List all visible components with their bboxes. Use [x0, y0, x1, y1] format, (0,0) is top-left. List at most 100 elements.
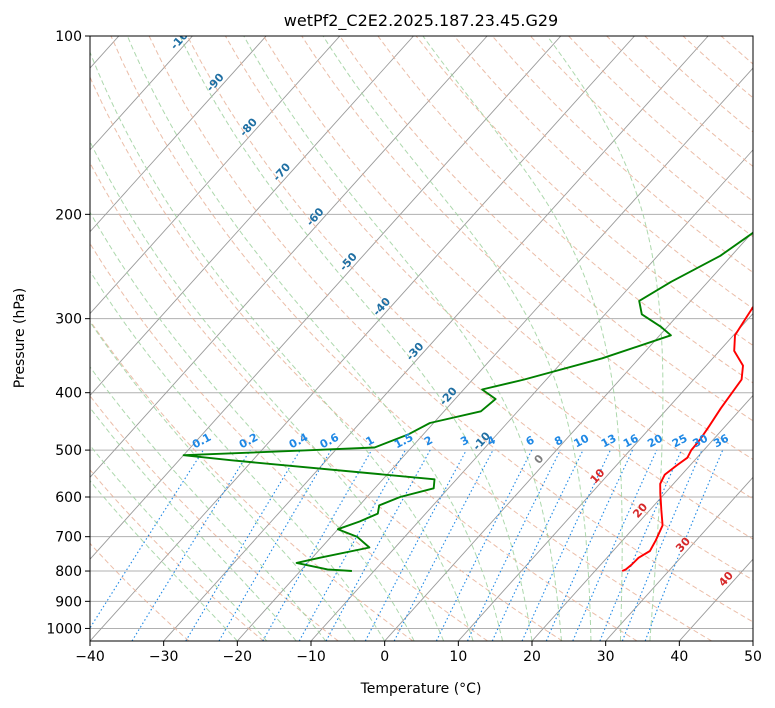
y-tick-label: 800: [55, 564, 82, 580]
y-tick-label: 900: [55, 594, 82, 610]
isotherm-line: [236, 67, 753, 641]
x-tick-label: 10: [449, 649, 467, 665]
x-tick-label: 20: [523, 649, 541, 665]
dry-adiabat: [90, 395, 339, 641]
plot-area: 0.1 0.2 0.4 0.6 1 1.5 2 3 4 6 8 10 13 16 20 25 30 36-100-…: [90, 36, 775, 641]
dry-adiabat: [682, 36, 753, 99]
y-tick-label: 1000: [46, 621, 82, 637]
isotherm-label-warm: 20: [630, 500, 650, 520]
dry-adiabat: [759, 36, 775, 641]
y-axis: 1000 900 800 700 600 500 400 300 200 100: [46, 29, 90, 637]
dry-adiabat: [453, 36, 753, 310]
mixing-ratio-label: 6: [524, 433, 537, 448]
isotherm-label: -20: [437, 384, 460, 408]
dry-adiabat: [339, 36, 753, 422]
dry-adiabat: [90, 469, 264, 641]
moist-adiabat: [90, 140, 445, 641]
mixing-ratio-label: 25: [670, 432, 690, 451]
isotherm-label-zero: 0: [532, 452, 547, 467]
mixing-ratio-line: [131, 449, 251, 641]
y-tick-label: 400: [55, 386, 82, 402]
moist-adiabat: [322, 36, 592, 641]
mixing-ratio-label: 0.1: [190, 431, 213, 452]
mixing-ratio-line: [298, 449, 406, 641]
moist-adiabat: [90, 480, 238, 641]
mixing-ratio-line: [364, 449, 467, 641]
moist-adiabat: [90, 50, 474, 641]
dry-adiabat: [263, 36, 753, 500]
mixing-ratio-line: [325, 449, 431, 641]
moist-adiabat: [90, 321, 356, 641]
x-tick-label: 30: [597, 649, 615, 665]
dry-adiabat: [148, 36, 753, 623]
mixing-ratio-label: 1: [364, 433, 377, 448]
chart-title: wetPf2_C2E2.2025.187.23.45.G29: [284, 11, 558, 31]
mixing-ratio-line: [621, 449, 703, 641]
isotherm-line: [90, 36, 414, 397]
isotherm-line: [90, 36, 267, 233]
moist-adiabat: [126, 36, 503, 641]
mixing-ratio-line: [572, 449, 658, 641]
x-tick-label: −20: [223, 649, 253, 665]
isotherm-line: [90, 36, 488, 478]
isotherm-line: [90, 36, 635, 641]
moist-adiabat: [90, 444, 268, 641]
isotherm-label-warm: 10: [588, 466, 608, 486]
x-axis: −40 −30 −20 −10 0 10 20 30 40 50: [75, 641, 762, 665]
mixing-ratio-label: 3: [458, 433, 471, 448]
isotherm-label-warm: 40: [716, 569, 736, 589]
isotherm-label: -60: [304, 205, 327, 229]
mixing-ratio-line: [90, 449, 204, 629]
mixing-ratio-line: [599, 449, 682, 641]
temperature-trace: [621, 305, 753, 572]
isotherm-line: [310, 149, 753, 641]
moist-adiabat: [90, 366, 327, 641]
mixing-ratio-label: 2: [422, 433, 435, 448]
dry-adiabat: [90, 542, 190, 641]
mixing-ratio-label: 1.5: [392, 431, 415, 452]
dry-adiabat: [90, 75, 638, 641]
moist-adiabat: [546, 36, 664, 641]
dry-adiabat: [186, 36, 753, 581]
mixing-ratio-line: [491, 449, 584, 641]
dry-adiabat: [301, 36, 753, 461]
isotherm-label: -30: [404, 340, 427, 364]
y-tick-label: 100: [55, 29, 82, 45]
mixing-ratio-label: 36: [711, 432, 731, 451]
mixing-ratio-line: [185, 449, 301, 641]
dry-adiabat: [568, 36, 753, 202]
x-tick-label: −30: [149, 649, 179, 665]
mixing-ratio-line: [262, 449, 373, 641]
isotherm-line: [90, 36, 193, 151]
mixing-ratio-label: 30: [690, 432, 710, 451]
x-tick-label: 50: [744, 649, 762, 665]
plot-frame: [89, 35, 754, 642]
y-tick-label: 600: [55, 490, 82, 506]
dry-adiabat: [377, 36, 753, 384]
dry-adiabat: [720, 36, 753, 65]
y-tick-label: 200: [55, 207, 82, 223]
mixing-ratio-label: 0.2: [237, 431, 260, 452]
isotherm-label: -50: [337, 250, 360, 274]
moist-adiabat: [422, 36, 623, 641]
isotherm-line: [90, 36, 341, 315]
isotherm-line: [384, 231, 753, 641]
moist-adiabat: [179, 36, 533, 641]
isotherm-line: [752, 640, 753, 641]
isotherm-label: -90: [204, 71, 227, 95]
dry-adiabat: [90, 161, 563, 641]
isotherm-label: -70: [270, 160, 293, 184]
isotherm-line: [531, 394, 753, 641]
isotherm-label-warm: 30: [673, 534, 693, 554]
dry-adiabat: [415, 36, 753, 347]
y-tick-label: 500: [55, 443, 82, 459]
isotherm-line: [678, 558, 753, 641]
y-tick-label: 300: [55, 312, 82, 328]
moist-adiabat: [243, 36, 562, 641]
mixing-ratio-label: 10: [572, 432, 592, 451]
mixing-ratio-line: [644, 449, 724, 641]
dry-adiabat: [224, 36, 753, 540]
moist-adiabat: [90, 270, 386, 641]
isotherm-label: -80: [237, 115, 260, 139]
